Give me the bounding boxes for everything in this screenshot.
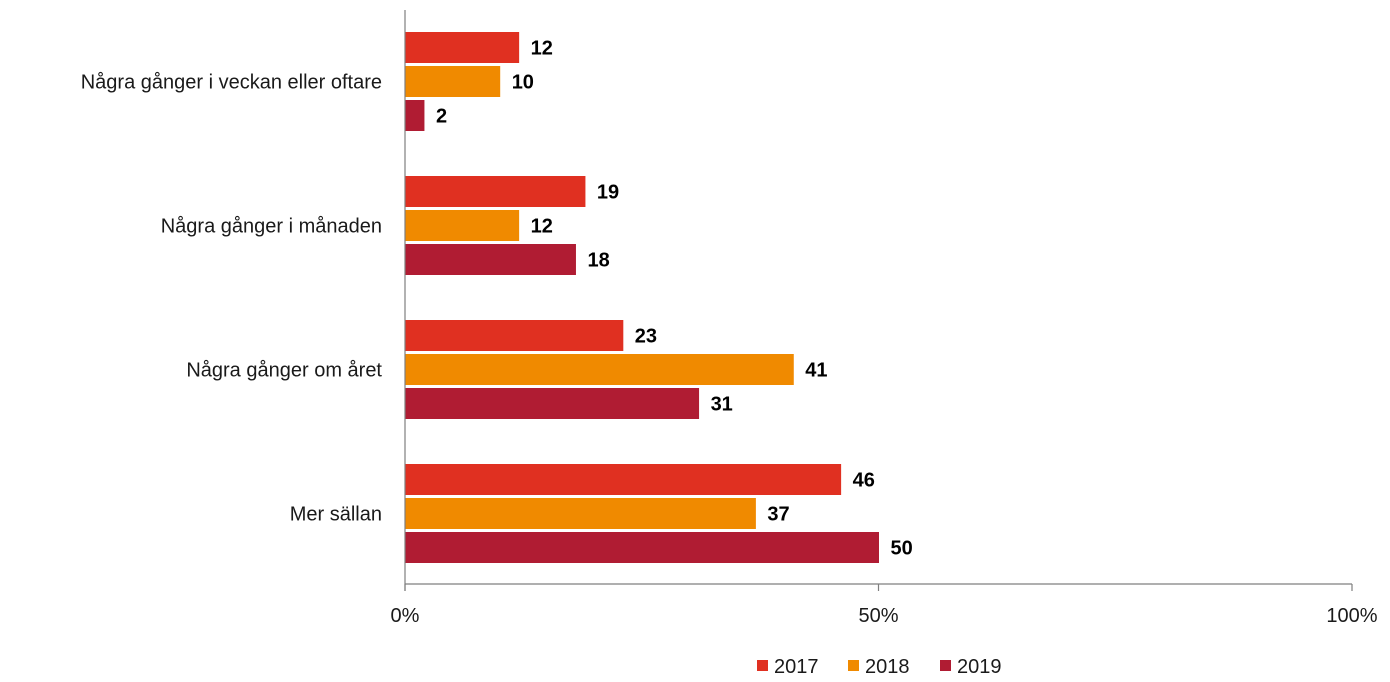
data-labels-layer: 12 10 2 19 12 18 23 41 31 46 37 50 bbox=[436, 38, 913, 560]
legend-item-2019: 2019 bbox=[940, 656, 1002, 678]
bar-2018 bbox=[405, 210, 520, 241]
bar-2018 bbox=[405, 354, 794, 385]
legend-swatch bbox=[757, 660, 768, 671]
bar-2017 bbox=[405, 176, 586, 207]
legend: 2017 2018 2019 bbox=[757, 656, 1002, 678]
legend-label: 2018 bbox=[865, 656, 910, 678]
legend-swatch bbox=[940, 660, 951, 671]
legend-label: 2019 bbox=[957, 656, 1002, 678]
data-label: 19 bbox=[597, 182, 619, 204]
data-label: 2 bbox=[436, 106, 447, 128]
legend-swatch bbox=[848, 660, 859, 671]
data-label: 37 bbox=[767, 504, 789, 526]
category-label: Några gånger i månaden bbox=[161, 216, 382, 238]
data-label: 12 bbox=[531, 216, 553, 238]
category-label: Några gånger om året bbox=[186, 360, 382, 382]
legend-item-2017: 2017 bbox=[757, 656, 819, 678]
bar-2019 bbox=[405, 100, 425, 131]
bar-2017 bbox=[405, 464, 842, 495]
category-label: Mer sällan bbox=[290, 504, 382, 526]
data-label: 41 bbox=[805, 360, 827, 382]
bar-2018 bbox=[405, 498, 756, 529]
bar-2019 bbox=[405, 388, 700, 419]
category-label: Några gånger i veckan eller oftare bbox=[81, 72, 382, 94]
bars-layer bbox=[405, 32, 879, 563]
bar-2017 bbox=[405, 32, 520, 63]
bar-2018 bbox=[405, 66, 501, 97]
bar-2019 bbox=[405, 244, 576, 275]
legend-item-2018: 2018 bbox=[848, 656, 910, 678]
data-label: 46 bbox=[853, 470, 875, 492]
data-label: 12 bbox=[531, 38, 553, 60]
data-label: 23 bbox=[635, 326, 657, 348]
data-label: 10 bbox=[512, 72, 534, 94]
x-tick-label: 50% bbox=[858, 605, 898, 627]
category-labels: Några gånger i veckan eller oftare Några … bbox=[81, 72, 383, 526]
x-tick-label: 0% bbox=[391, 605, 420, 627]
bar-2019 bbox=[405, 532, 879, 563]
data-label: 31 bbox=[711, 394, 733, 416]
legend-label: 2017 bbox=[774, 656, 819, 678]
bar-2017 bbox=[405, 320, 624, 351]
data-label: 18 bbox=[587, 250, 609, 272]
x-axis-ticks: 0% 50% 100% bbox=[391, 584, 1378, 627]
x-tick-label: 100% bbox=[1326, 605, 1377, 627]
data-label: 50 bbox=[891, 538, 913, 560]
